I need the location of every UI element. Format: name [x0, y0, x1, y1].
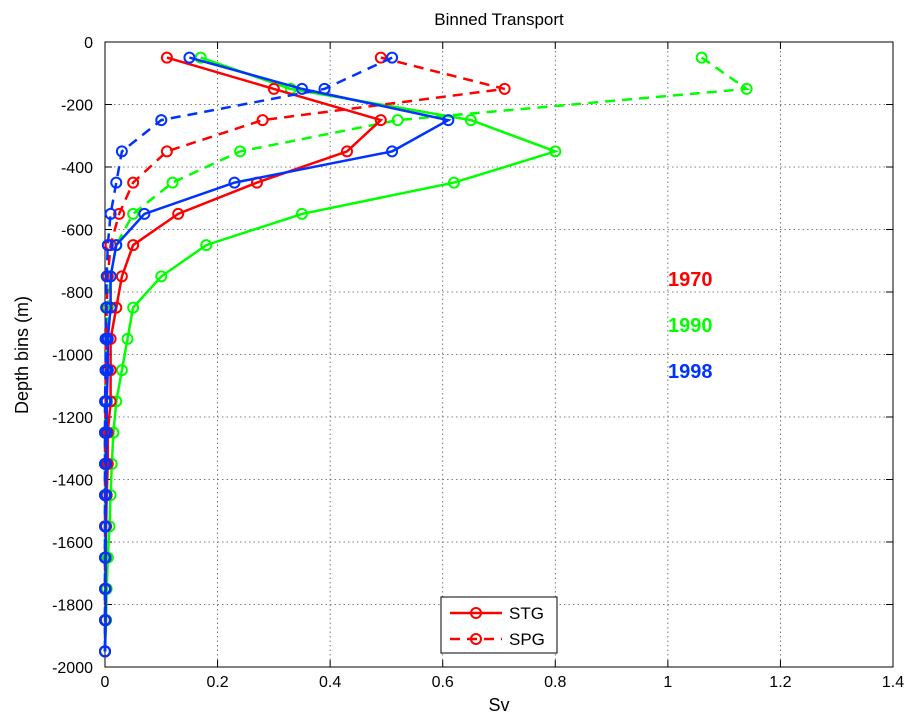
data-point-1970-spg	[498, 82, 511, 95]
x-tick-label: 1.4	[882, 674, 904, 691]
x-tick-label: 0.8	[544, 674, 566, 691]
data-point-1990-stg	[127, 301, 140, 314]
x-axis-label: Sv	[488, 695, 509, 715]
data-point-1998-spg	[104, 207, 117, 220]
data-point-1990-stg	[549, 145, 562, 158]
y-tick-label: -1000	[52, 348, 93, 365]
year-label-1970: 1970	[668, 269, 713, 291]
data-point-1998-spg	[115, 145, 128, 158]
legend-label-spg: SPG	[509, 630, 545, 649]
x-tick-label: 0.4	[319, 674, 341, 691]
data-point-1990-stg	[447, 176, 460, 189]
data-point-1970-stg	[374, 114, 387, 127]
y-tick-label: -2000	[52, 660, 93, 677]
data-point-1998-spg	[99, 614, 111, 627]
x-tick-label: 0	[101, 674, 110, 691]
data-point-1998-spg	[318, 82, 331, 95]
y-tick-label: -1800	[52, 598, 93, 615]
data-point-1990-stg	[194, 51, 207, 64]
data-point-1998-spg	[99, 489, 111, 502]
x-tick-label: 0.6	[432, 674, 454, 691]
y-tick-label: -1600	[52, 535, 93, 552]
y-tick-label: -1200	[52, 410, 93, 427]
data-point-1970-stg	[127, 239, 140, 252]
x-tick-label: 1.2	[769, 674, 791, 691]
data-point-1970-spg	[113, 207, 126, 220]
data-point-1998-spg	[99, 395, 111, 408]
data-point-1998-spg	[99, 645, 111, 658]
y-axis-label: Depth bins (m)	[12, 296, 32, 414]
data-point-1990-spg	[391, 114, 404, 127]
data-point-1998-stg	[386, 145, 399, 158]
data-point-1990-stg	[115, 364, 128, 377]
y-tick-label: -1400	[52, 473, 93, 490]
data-point-1970-spg	[256, 114, 269, 127]
y-tick-label: -200	[61, 98, 93, 115]
data-point-1998-spg	[99, 426, 111, 439]
data-point-1990-stg	[200, 239, 213, 252]
data-point-1998-spg	[100, 301, 113, 314]
data-point-1998-stg	[296, 82, 308, 95]
data-point-1990-spg	[234, 145, 247, 158]
data-point-1970-stg	[172, 207, 185, 220]
data-point-1990-stg	[121, 332, 134, 345]
year-label-1990: 1990	[668, 315, 713, 337]
data-point-1990-stg	[155, 270, 168, 283]
data-point-1998-spg	[99, 457, 111, 470]
y-tick-label: -800	[61, 285, 93, 302]
data-point-1990-spg	[695, 51, 708, 64]
data-point-1990-spg	[127, 207, 140, 220]
x-tick-label: 1	[663, 674, 672, 691]
legend-label-stg: STG	[509, 604, 544, 623]
data-point-1998-spg	[386, 51, 399, 64]
data-point-1998-spg	[99, 551, 111, 564]
data-point-1990-stg	[464, 114, 477, 127]
data-point-1970-stg	[267, 82, 280, 95]
data-point-1998-spg	[99, 520, 111, 533]
data-point-1998-stg	[183, 51, 196, 64]
x-tick-label: 0.2	[206, 674, 228, 691]
data-point-1970-spg	[127, 176, 140, 189]
data-point-1998-stg	[228, 176, 241, 189]
data-point-1970-spg	[374, 51, 387, 64]
data-point-1990-spg	[166, 176, 179, 189]
data-point-1998-stg	[138, 207, 151, 220]
data-point-1990-spg	[740, 82, 753, 95]
data-point-1998-spg	[99, 332, 112, 345]
data-point-1998-spg	[99, 582, 111, 595]
data-point-1970-stg	[341, 145, 354, 158]
data-point-1998-spg	[110, 176, 123, 189]
chart-title: Binned Transport	[434, 10, 564, 29]
y-tick-label: 0	[84, 35, 93, 52]
data-point-1970-spg	[160, 145, 173, 158]
legend-box	[440, 596, 558, 654]
y-tick-label: -600	[61, 223, 93, 240]
data-point-1998-spg	[99, 364, 112, 377]
data-point-1998-spg	[100, 270, 113, 283]
data-point-1998-spg	[101, 239, 114, 252]
legend-marker-spg	[470, 633, 482, 645]
data-point-1998-stg	[110, 239, 123, 252]
data-point-1998-stg	[442, 114, 455, 127]
data-point-1970-stg	[160, 51, 173, 64]
data-point-1998-spg	[155, 114, 168, 127]
y-tick-label: -400	[61, 160, 93, 177]
data-point-1990-stg	[296, 207, 308, 220]
legend-marker-stg	[470, 607, 482, 619]
year-label-1998: 1998	[668, 361, 713, 383]
data-point-1970-stg	[115, 270, 128, 283]
